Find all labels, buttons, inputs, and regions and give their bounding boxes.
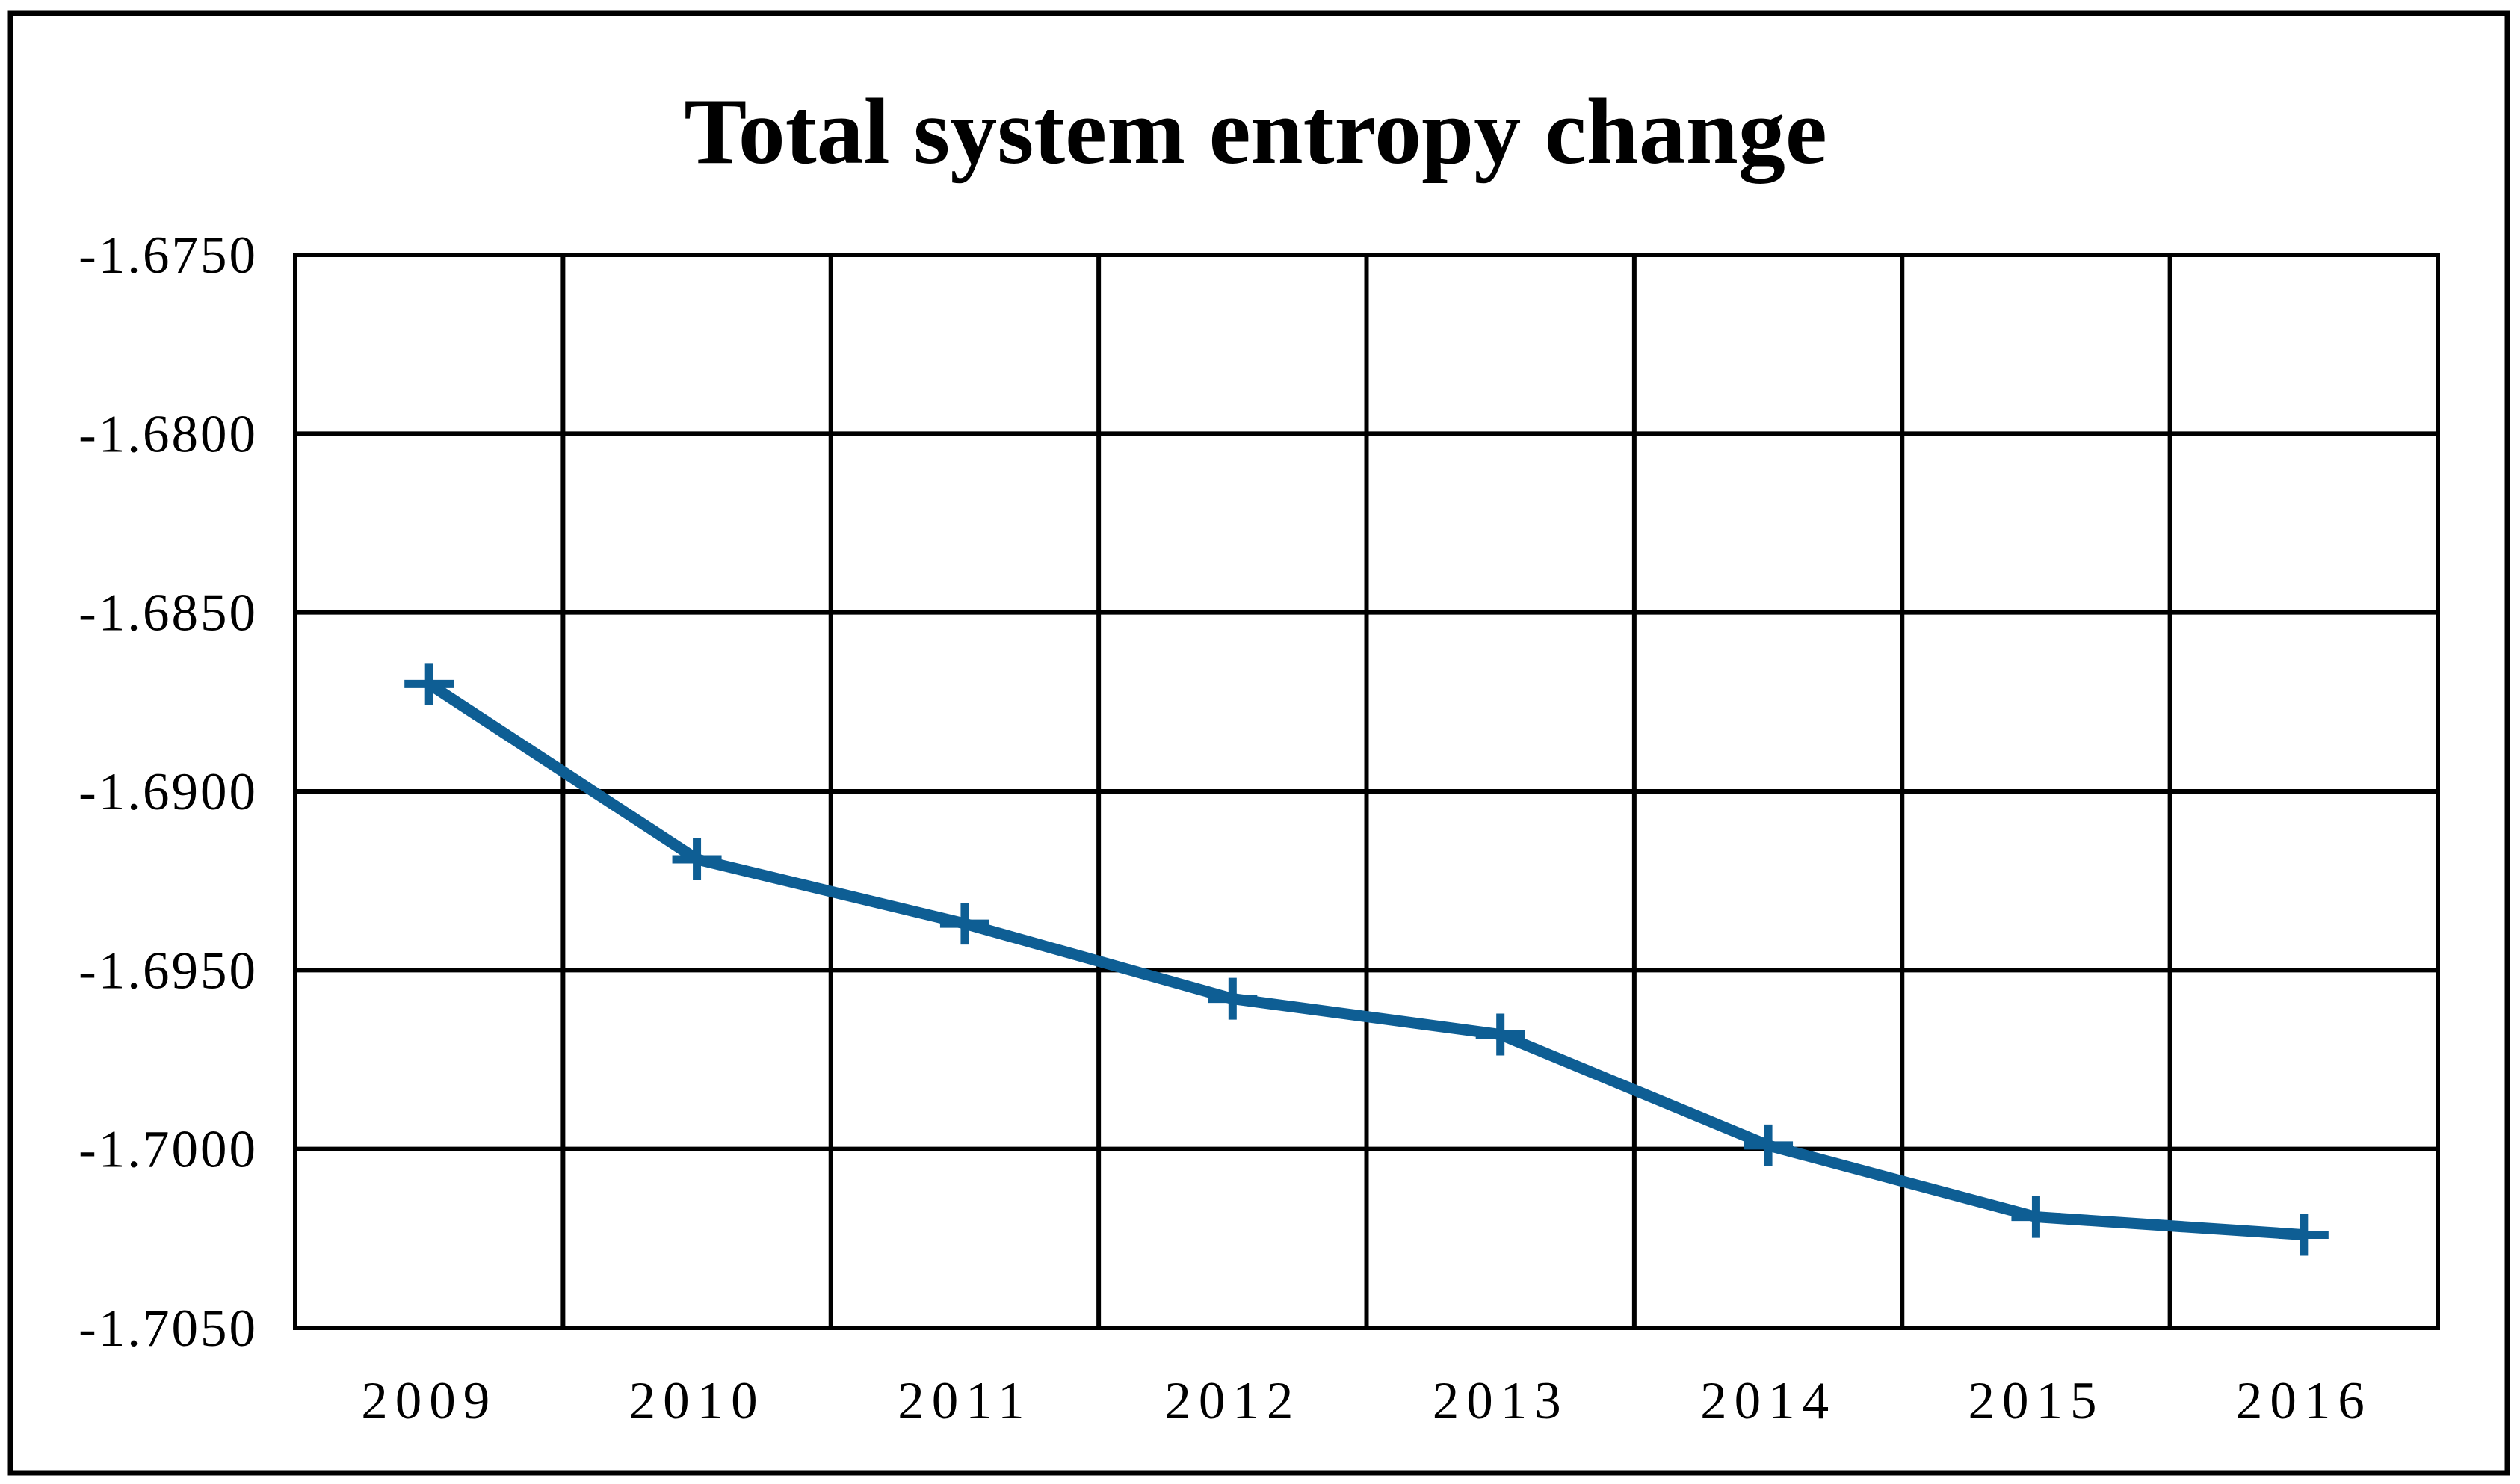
y-axis-tick-labels: -1.6750 -1.6800 -1.6850 -1.6900 -1.6950 -1.70… — [78, 226, 258, 1358]
data-marker — [939, 903, 989, 945]
x-tick-label: 2014 — [1700, 1372, 1836, 1430]
y-tick-label: -1.6800 — [78, 405, 258, 463]
data-marker — [2011, 1196, 2061, 1238]
x-axis-tick-labels: 2009 2010 2011 2012 2013 2014 2015 2016 — [361, 1372, 2372, 1430]
data-marker — [1744, 1124, 1794, 1166]
y-tick-label: -1.6900 — [78, 763, 258, 821]
x-tick-label: 2011 — [898, 1372, 1031, 1430]
data-marker — [404, 663, 454, 705]
y-tick-label: -1.7050 — [78, 1299, 258, 1358]
data-point-markers — [404, 663, 2329, 1256]
x-tick-label: 2012 — [1164, 1372, 1300, 1430]
data-marker — [2279, 1214, 2329, 1256]
x-tick-label: 2013 — [1433, 1372, 1569, 1430]
chart-title: Total system entropy change — [684, 80, 1827, 184]
x-tick-label: 2015 — [1968, 1372, 2104, 1430]
figure-border — [7, 10, 2510, 1476]
x-tick-label: 2009 — [361, 1372, 497, 1430]
y-tick-label: -1.6850 — [78, 584, 258, 643]
x-tick-label: 2016 — [2236, 1372, 2372, 1430]
y-tick-label: -1.6950 — [78, 942, 258, 1000]
series-line — [426, 679, 2305, 1241]
data-marker — [1475, 1013, 1525, 1056]
data-marker — [1208, 977, 1258, 1020]
plot-area-border — [293, 253, 2440, 1330]
data-marker — [672, 838, 722, 880]
x-tick-label: 2010 — [629, 1372, 765, 1430]
gridlines — [295, 255, 2438, 1328]
y-tick-label: -1.7000 — [78, 1121, 258, 1179]
y-tick-label: -1.6750 — [78, 226, 258, 285]
